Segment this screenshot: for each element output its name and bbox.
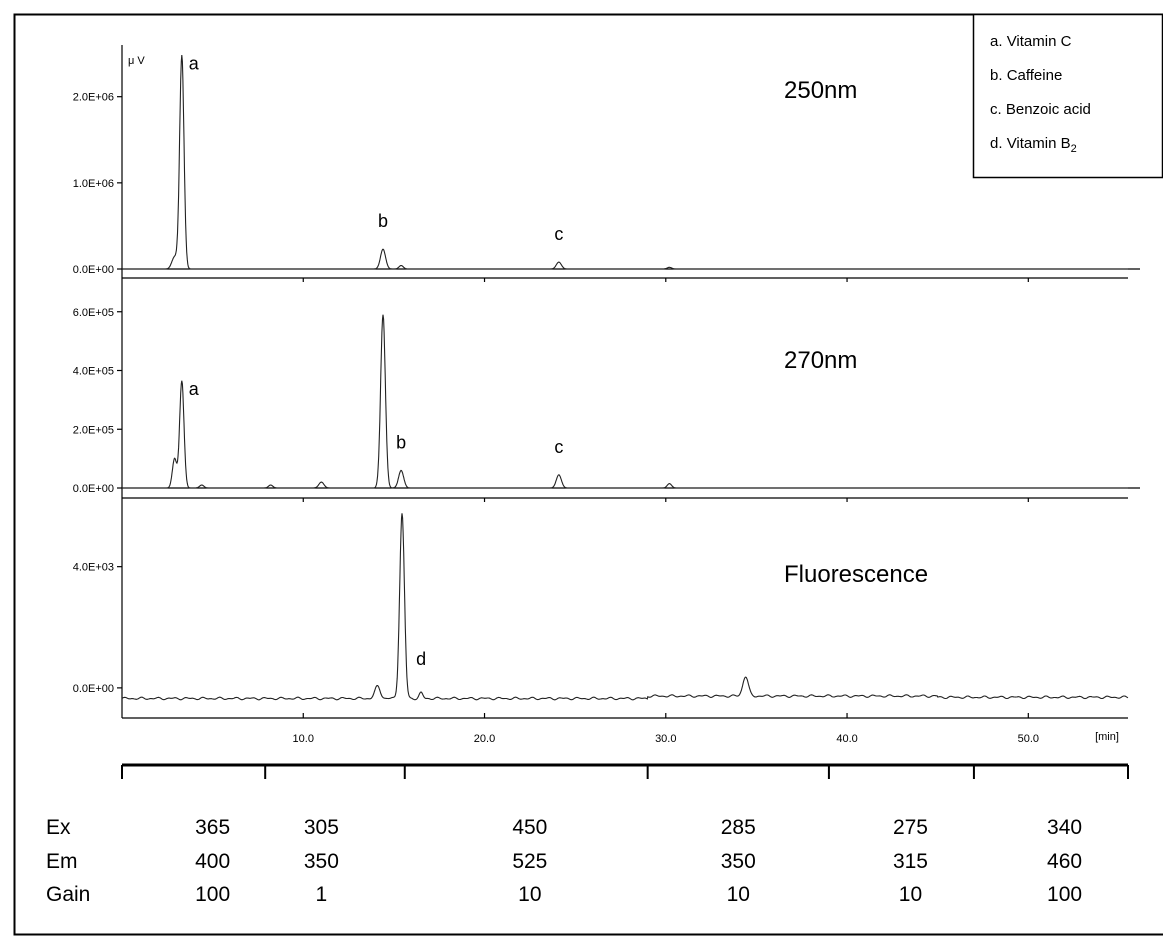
program-value: 350 (304, 850, 339, 873)
peak-label: b (378, 211, 388, 231)
legend-name: Benzoic acid (1006, 101, 1091, 118)
program-value: 10 (727, 883, 750, 906)
program-value: 305 (304, 816, 339, 839)
legend-letter: d. (990, 135, 1007, 152)
legend-letter: a. (990, 33, 1007, 50)
legend-subscript: 2 (1071, 143, 1077, 155)
legend-entry: b. Caffeine (990, 67, 1062, 84)
program-value: 460 (1047, 850, 1082, 873)
trace-line (122, 315, 1128, 488)
panel-title: 270nm (784, 347, 857, 374)
program-value: 285 (721, 816, 756, 839)
peak-label: b (396, 432, 406, 452)
program-value: 340 (1047, 816, 1082, 839)
peak-label: c (554, 437, 563, 457)
program-value: 10 (518, 883, 541, 906)
x-unit-label: [min] (1095, 731, 1119, 743)
peak-label: c (554, 224, 563, 244)
program-value: 450 (512, 816, 547, 839)
y-tick-label: 2.0E+05 (73, 424, 114, 436)
legend-letter: c. (990, 101, 1006, 118)
legend-name: Caffeine (1007, 67, 1063, 84)
x-tick-label: 20.0 (474, 733, 495, 745)
peak-label: a (189, 53, 200, 73)
program-value: 525 (512, 850, 547, 873)
x-tick-label: 40.0 (836, 733, 857, 745)
x-tick-label: 10.0 (293, 733, 314, 745)
program-value: 350 (721, 850, 756, 873)
trace-line (122, 513, 1128, 700)
legend-entry: a. Vitamin C (990, 33, 1072, 50)
program-value: 365 (195, 816, 230, 839)
y-unit-label: μ V (128, 55, 145, 67)
peak-label: a (189, 379, 200, 399)
legend-letter: b. (990, 67, 1007, 84)
panel-title: Fluorescence (784, 561, 928, 588)
y-tick-label: 0.0E+00 (73, 483, 114, 495)
y-tick-label: 0.0E+00 (73, 264, 114, 276)
y-tick-label: 4.0E+03 (73, 562, 114, 574)
legend-entry: c. Benzoic acid (990, 101, 1091, 118)
program-row-label: Em (46, 850, 78, 873)
y-tick-label: 1.0E+06 (73, 178, 114, 190)
y-tick-label: 0.0E+00 (73, 683, 114, 695)
program-row-label: Gain (46, 883, 90, 906)
program-value: 100 (1047, 883, 1082, 906)
legend-name: Vitamin C (1007, 33, 1072, 50)
program-row-label: Ex (46, 816, 71, 839)
program-value: 10 (899, 883, 922, 906)
program-value: 275 (893, 816, 928, 839)
program-value: 315 (893, 850, 928, 873)
legend-name: Vitamin B (1007, 135, 1071, 152)
x-tick-label: 30.0 (655, 733, 676, 745)
y-tick-label: 4.0E+05 (73, 366, 114, 378)
x-tick-label: 50.0 (1018, 733, 1039, 745)
y-tick-label: 2.0E+06 (73, 92, 114, 104)
panel-title: 250nm (784, 77, 857, 104)
program-value: 100 (195, 883, 230, 906)
program-value: 400 (195, 850, 230, 873)
y-tick-label: 6.0E+05 (73, 307, 114, 319)
program-value: 1 (316, 883, 328, 906)
peak-label: d (416, 649, 426, 669)
